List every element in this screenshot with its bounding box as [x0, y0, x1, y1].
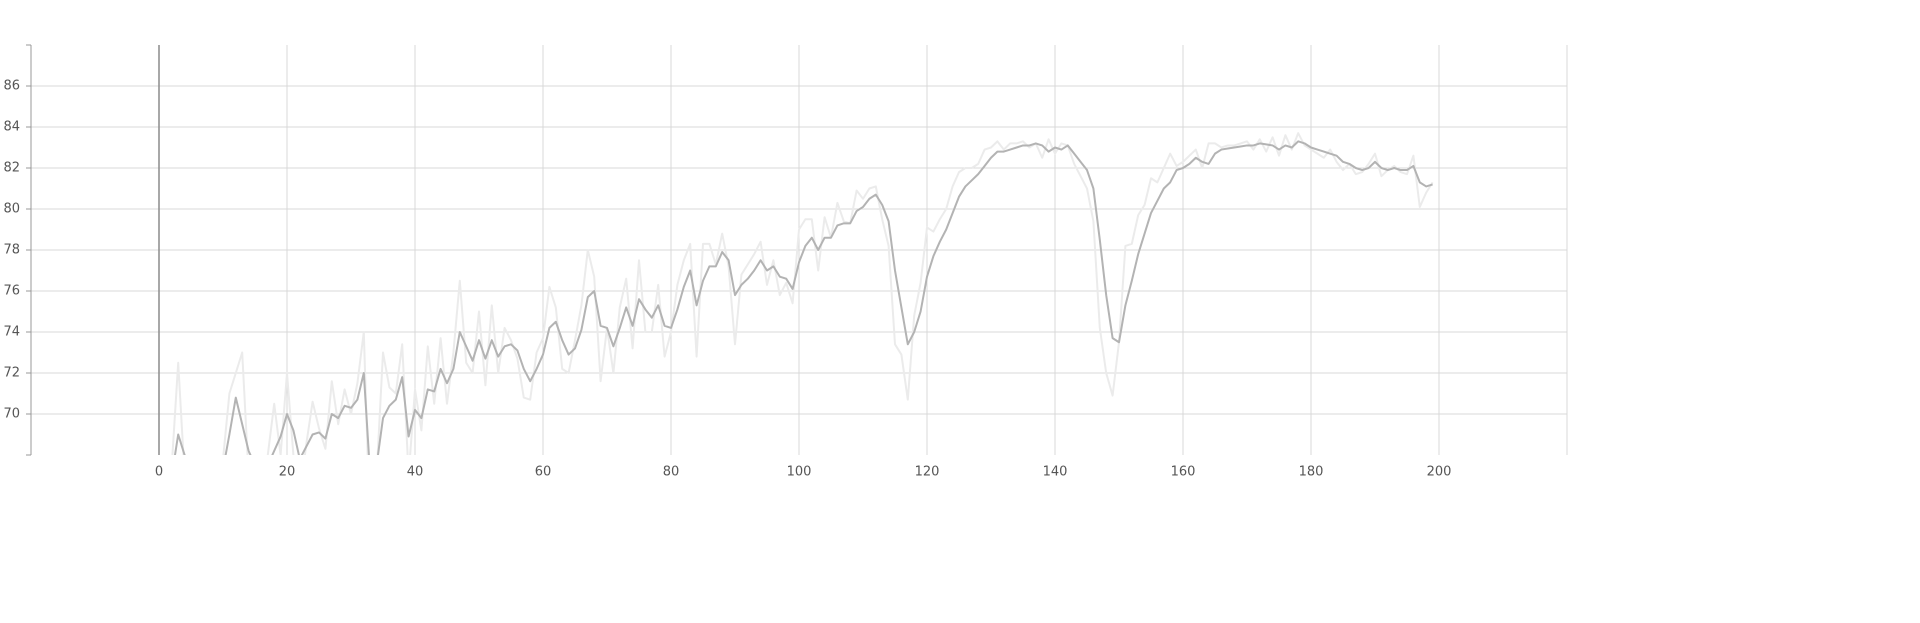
- x-tick-label: 40: [407, 465, 424, 480]
- line: [173, 140, 1433, 455]
- series-group: [171, 132, 1434, 455]
- y-tick-label: 70: [3, 407, 20, 422]
- x-tick-label: 0: [155, 465, 163, 480]
- x-tick-label: 160: [1171, 465, 1196, 480]
- x-tick-label: 100: [787, 465, 812, 480]
- series-group: [173, 140, 1433, 455]
- y-tick-label: 74: [3, 325, 20, 340]
- y-tick-label: 82: [3, 161, 20, 176]
- y-tick-label: 72: [3, 366, 20, 381]
- y-tick-label: 78: [3, 243, 20, 258]
- x-tick-label: 200: [1427, 465, 1452, 480]
- x-tick-label: 60: [535, 465, 552, 480]
- x-tick-label: 80: [663, 465, 680, 480]
- y-tick-label: 86: [3, 79, 20, 94]
- line: [171, 132, 1434, 455]
- y-tick-label: 84: [3, 120, 20, 135]
- y-tick-label: 76: [3, 284, 20, 299]
- x-tick-label: 140: [1043, 465, 1068, 480]
- y-tick-label: 80: [3, 202, 20, 217]
- x-tick-label: 20: [279, 465, 296, 480]
- x-tick-label: 120: [915, 465, 940, 480]
- x-tick-label: 180: [1299, 465, 1324, 480]
